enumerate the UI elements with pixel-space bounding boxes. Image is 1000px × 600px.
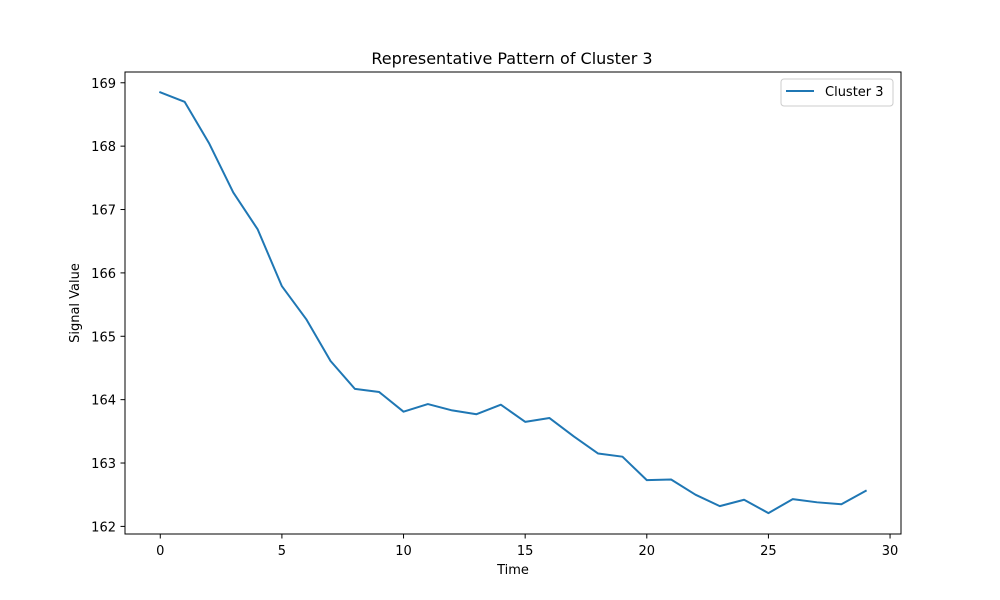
x-tick-label: 30 bbox=[882, 544, 899, 559]
x-axis: 0 5 10 15 20 25 30 bbox=[156, 534, 898, 559]
legend-box bbox=[780, 78, 894, 107]
series-line-cluster-3 bbox=[158, 90, 868, 515]
y-tick-label: 162 bbox=[91, 520, 116, 535]
x-tick-label: 0 bbox=[156, 544, 164, 559]
x-tick-label: 5 bbox=[278, 544, 286, 559]
chart-title: Representative Pattern of Cluster 3 bbox=[371, 49, 652, 68]
x-axis-label: Time bbox=[496, 563, 529, 578]
y-axis: 162 163 164 165 166 167 168 169 bbox=[91, 77, 125, 535]
y-tick-label: 165 bbox=[91, 330, 116, 345]
x-tick-label: 10 bbox=[395, 544, 412, 559]
y-tick-label: 163 bbox=[91, 457, 116, 472]
plot-area-frame bbox=[124, 71, 902, 535]
series-layer bbox=[158, 90, 868, 515]
y-tick-label: 166 bbox=[91, 267, 116, 282]
legend: Cluster 3 bbox=[780, 78, 894, 107]
y-tick-label: 169 bbox=[91, 77, 116, 92]
y-tick-label: 167 bbox=[91, 204, 116, 219]
x-tick-label: 15 bbox=[517, 544, 534, 559]
y-tick-label: 168 bbox=[91, 140, 116, 155]
y-tick-label: 164 bbox=[91, 394, 116, 409]
x-tick-label: 25 bbox=[760, 544, 777, 559]
x-tick-label: 20 bbox=[639, 544, 656, 559]
legend-label-cluster-3: Cluster 3 bbox=[825, 85, 884, 100]
y-axis-label: Signal Value bbox=[68, 263, 83, 343]
